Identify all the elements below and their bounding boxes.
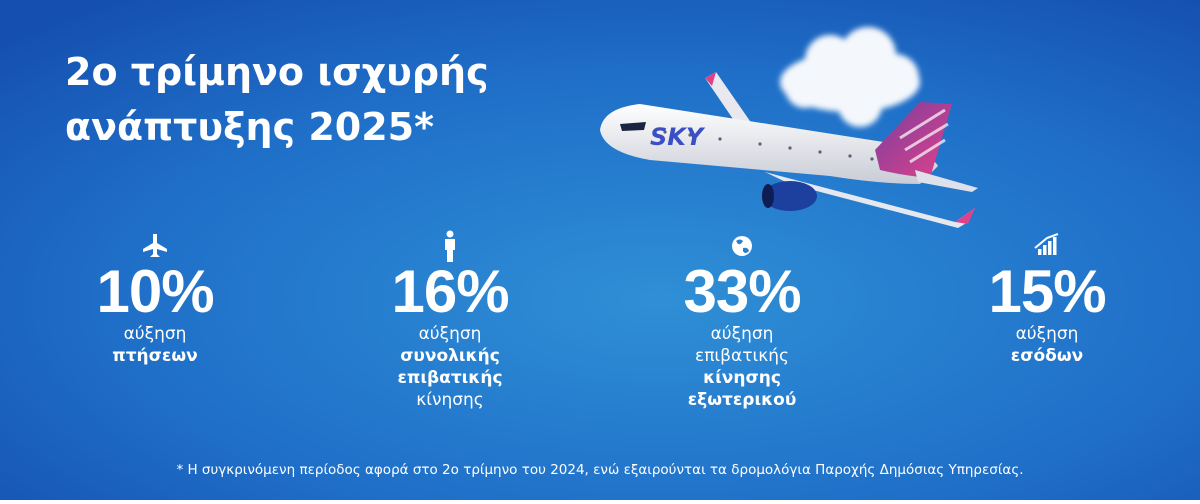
stat-label: επιβατικής xyxy=(695,346,789,366)
icon-growth-bar xyxy=(1038,249,1042,255)
stat-label: κίνησης xyxy=(703,368,781,388)
aircraft-livery: SKY xyxy=(650,123,706,151)
title-line: ανάπτυξης 2025* xyxy=(65,105,434,149)
icon-globe-land xyxy=(736,239,749,253)
stat-label: αύξηση xyxy=(1016,324,1079,344)
stat-label: συνολικής xyxy=(400,346,500,366)
title: 2ο τρίμηνο ισχυρής ανάπτυξης 2025* xyxy=(65,50,489,149)
stat-label: αύξηση xyxy=(419,324,482,344)
icon-plane xyxy=(143,234,167,257)
stat-value: 16% xyxy=(391,258,508,325)
stat-value: 33% xyxy=(683,258,800,325)
icon-growth-bar xyxy=(1053,237,1057,255)
stat-value: 15% xyxy=(988,258,1105,325)
title-line: 2ο τρίμηνο ισχυρής xyxy=(65,50,489,94)
stat-label: αύξηση xyxy=(124,324,187,344)
footnote: * Η συγκρινόμενη περίοδος αφορά στο 2ο τ… xyxy=(176,462,1023,478)
aircraft: SKY xyxy=(600,72,978,228)
icon-growth-bar xyxy=(1048,241,1052,255)
stat-label: εξωτερικού xyxy=(688,390,797,410)
icon-person-body xyxy=(445,239,455,262)
stat-label: αύξηση xyxy=(711,324,774,344)
stat-label: εσόδων xyxy=(1011,346,1083,366)
stat-label: επιβατικής xyxy=(397,368,502,388)
stats: 10%αύξησηπτήσεων16%αύξησησυνολικήςεπιβατ… xyxy=(96,230,1107,410)
cloud xyxy=(780,27,920,127)
icon-person-head xyxy=(446,230,454,238)
icon-growth-arrow xyxy=(1034,233,1059,249)
icon-growth-bar xyxy=(1043,245,1047,255)
stat-label: πτήσεων xyxy=(112,346,197,366)
icon-globe xyxy=(732,236,752,256)
stat-value: 10% xyxy=(96,258,213,325)
stat-label: κίνησης xyxy=(416,390,484,410)
